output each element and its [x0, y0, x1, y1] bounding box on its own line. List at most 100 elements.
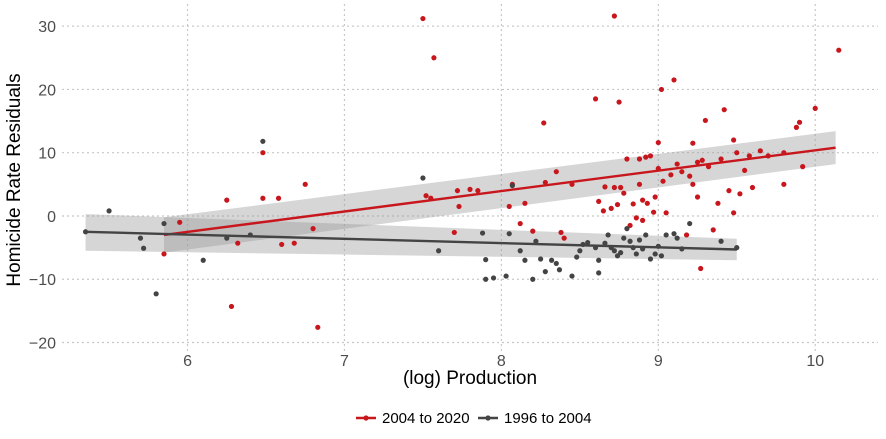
- x-tick-label: 8: [497, 353, 506, 370]
- data-point-series-1: [660, 178, 666, 184]
- tick-labels: 6 7 8 9 10 −20 −10 0 10 20 30: [29, 19, 824, 370]
- data-point-series-1: [644, 200, 650, 206]
- data-point-series-1: [161, 251, 167, 257]
- y-tick-label: 0: [47, 209, 56, 226]
- legend: 2004 to 2020 1996 to 2004: [356, 410, 592, 427]
- data-point-series-2: [643, 232, 649, 238]
- data-point-series-1: [749, 184, 756, 191]
- data-point-series-1: [517, 220, 523, 227]
- data-point-series-2: [106, 208, 112, 214]
- data-point-series-2: [506, 231, 512, 237]
- data-point-series-2: [674, 235, 680, 241]
- data-point-series-2: [663, 232, 669, 238]
- data-point-series-1: [812, 105, 818, 111]
- x-tick-label: 7: [340, 353, 349, 370]
- data-point-series-1: [690, 140, 696, 146]
- data-point-series-2: [538, 256, 544, 262]
- data-point-series-1: [694, 194, 701, 200]
- data-point-series-1: [721, 107, 727, 113]
- data-point-series-2: [161, 220, 167, 227]
- y-tick-label: 10: [38, 146, 56, 163]
- data-point-series-2: [260, 138, 266, 144]
- data-point-series-1: [522, 200, 528, 206]
- data-point-series-1: [602, 184, 608, 190]
- data-point-series-2: [614, 253, 621, 259]
- data-point-series-1: [541, 120, 547, 126]
- data-point-series-1: [614, 201, 621, 208]
- data-point-series-1: [542, 179, 548, 186]
- data-points: [82, 13, 842, 330]
- data-point-series-2: [596, 270, 602, 276]
- data-point-series-2: [652, 251, 658, 257]
- data-point-series-1: [291, 240, 297, 246]
- data-point-series-1: [658, 86, 665, 93]
- data-point-series-1: [454, 188, 461, 194]
- y-tick-label: −10: [29, 272, 56, 289]
- x-tick-label: 9: [654, 353, 663, 370]
- data-point-series-1: [746, 153, 752, 159]
- data-point-series-1: [640, 217, 646, 223]
- data-point-series-1: [674, 161, 680, 167]
- data-point-series-1: [608, 205, 614, 211]
- data-point-series-2: [503, 273, 509, 279]
- data-point-series-2: [602, 240, 608, 246]
- data-point-series-1: [611, 184, 617, 191]
- data-point-series-2: [585, 239, 591, 246]
- data-point-series-1: [710, 227, 716, 233]
- data-point-series-1: [467, 186, 473, 192]
- data-point-series-1: [177, 219, 183, 225]
- data-point-series-2: [618, 250, 624, 256]
- data-point-series-2: [542, 269, 548, 275]
- data-point-series-1: [668, 172, 674, 178]
- legend-key-point: [485, 415, 491, 421]
- confidence-band-2: [85, 214, 737, 261]
- data-point-series-1: [596, 198, 602, 205]
- legend-label: 1996 to 2004: [504, 410, 592, 427]
- data-point-series-1: [731, 210, 737, 216]
- data-point-series-2: [137, 235, 144, 241]
- data-point-series-2: [636, 237, 643, 243]
- data-point-series-2: [611, 248, 617, 254]
- data-point-series-1: [530, 228, 536, 234]
- data-point-series-1: [793, 124, 800, 130]
- data-point-series-2: [533, 238, 539, 244]
- data-point-series-1: [687, 173, 693, 179]
- data-point-series-2: [627, 238, 633, 244]
- data-point-series-1: [636, 156, 643, 162]
- data-point-series-1: [836, 47, 842, 53]
- data-point-series-1: [636, 181, 643, 187]
- data-point-series-1: [652, 194, 658, 200]
- data-point-series-1: [655, 139, 661, 146]
- data-point-series-1: [671, 77, 677, 83]
- data-point-series-2: [621, 235, 627, 241]
- data-point-series-2: [522, 257, 528, 263]
- x-axis-title: (log) Production: [403, 368, 537, 389]
- data-point-series-2: [153, 291, 159, 297]
- data-point-series-1: [224, 197, 230, 203]
- data-point-series-2: [436, 248, 442, 254]
- data-point-series-1: [679, 169, 685, 175]
- data-point-series-1: [627, 222, 633, 229]
- grid: [62, 4, 878, 352]
- legend-key-point: [363, 415, 369, 421]
- data-point-series-1: [643, 154, 649, 160]
- data-point-series-1: [260, 195, 266, 201]
- data-point-series-2: [141, 245, 147, 251]
- y-axis-title: Homicide Rate Residuals: [4, 73, 25, 286]
- data-point-series-2: [556, 267, 563, 273]
- data-point-series-1: [420, 15, 426, 22]
- data-point-series-1: [731, 137, 737, 143]
- data-point-series-1: [742, 167, 748, 174]
- data-point-series-1: [423, 193, 429, 199]
- data-point-series-2: [633, 251, 639, 257]
- data-point-series-2: [490, 275, 497, 281]
- data-point-series-1: [451, 229, 457, 236]
- legend-label: 2004 to 2020: [382, 410, 470, 427]
- data-point-series-1: [315, 324, 321, 330]
- data-point-series-1: [737, 191, 743, 197]
- x-tick-label: 10: [806, 353, 824, 370]
- data-point-series-1: [633, 215, 639, 221]
- data-point-series-1: [796, 119, 803, 125]
- data-point-series-1: [561, 235, 567, 241]
- y-tick-label: 30: [38, 19, 56, 36]
